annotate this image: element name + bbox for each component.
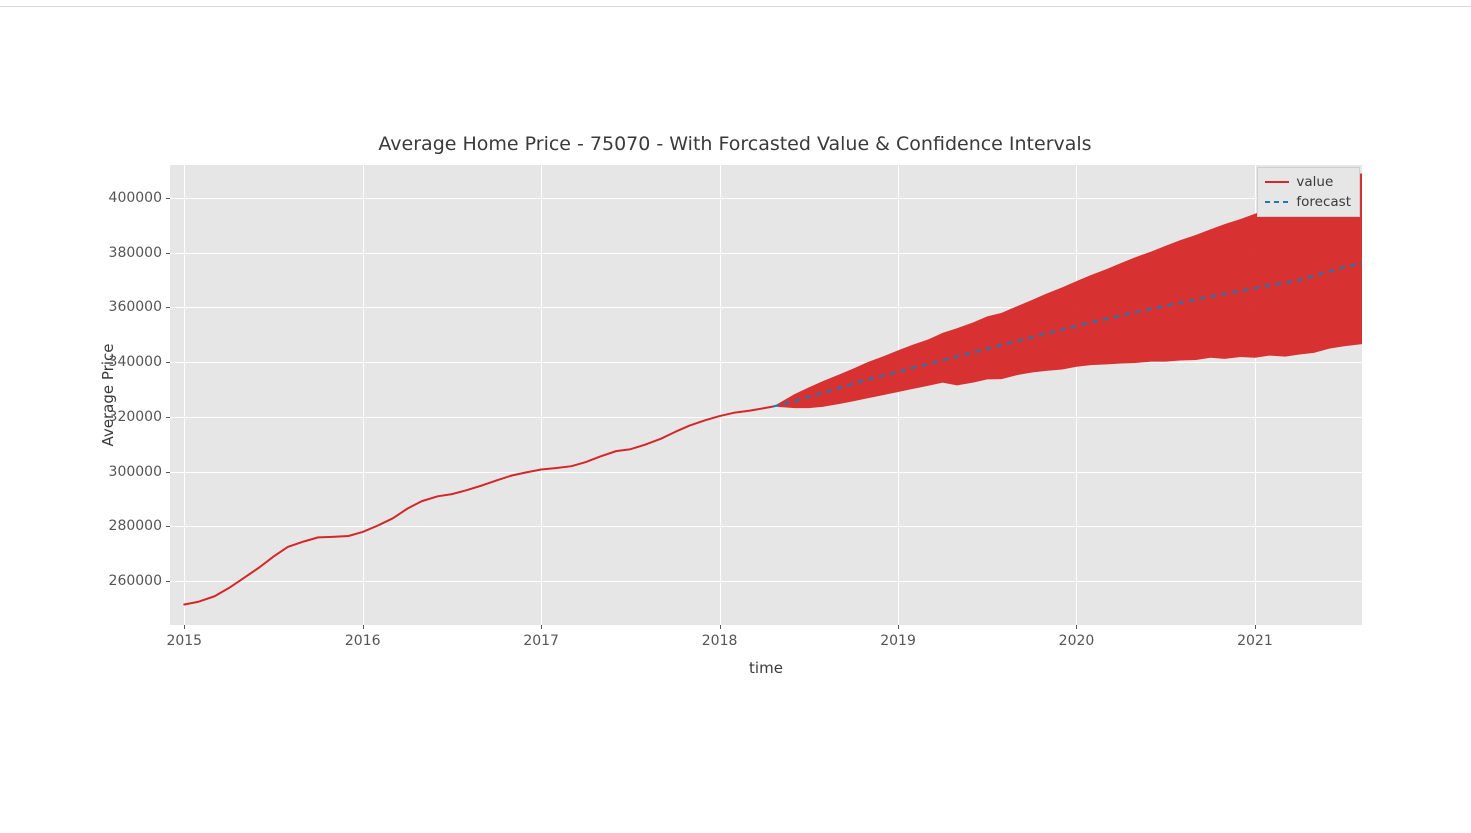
legend-label: value xyxy=(1296,174,1333,190)
x-tick-mark xyxy=(184,625,185,629)
chart-svg-layer xyxy=(170,165,1362,625)
x-tick-label: 2019 xyxy=(880,633,916,649)
x-tick-label: 2020 xyxy=(1059,633,1095,649)
legend-item-forecast: forecast xyxy=(1264,192,1351,212)
x-tick-label: 2021 xyxy=(1237,633,1273,649)
page-top-rule xyxy=(0,6,1471,7)
y-tick-label: 400000 xyxy=(109,190,162,206)
legend-label: forecast xyxy=(1296,194,1351,210)
x-tick-label: 2016 xyxy=(345,633,381,649)
y-tick-label: 260000 xyxy=(109,573,162,589)
y-tick-label: 280000 xyxy=(109,518,162,534)
x-tick-mark xyxy=(898,625,899,629)
chart-legend: value forecast xyxy=(1257,167,1360,217)
chart-container: Average Home Price - 75070 - With Forcas… xyxy=(95,135,1375,695)
y-tick-label: 380000 xyxy=(109,245,162,261)
plot-area: 2600002800003000003200003400003600003800… xyxy=(170,165,1362,625)
value-line xyxy=(184,407,773,605)
y-tick-label: 300000 xyxy=(109,464,162,480)
y-tick-label: 360000 xyxy=(109,299,162,315)
legend-swatch-value xyxy=(1264,175,1290,189)
y-axis-label: Average Price xyxy=(99,344,117,447)
x-tick-label: 2018 xyxy=(702,633,738,649)
x-tick-mark xyxy=(363,625,364,629)
x-tick-mark xyxy=(1255,625,1256,629)
page-frame: Average Home Price - 75070 - With Forcas… xyxy=(0,0,1471,833)
x-tick-mark xyxy=(720,625,721,629)
x-tick-mark xyxy=(1076,625,1077,629)
x-tick-label: 2017 xyxy=(523,633,559,649)
x-tick-label: 2015 xyxy=(166,633,202,649)
chart-title: Average Home Price - 75070 - With Forcas… xyxy=(95,133,1375,155)
x-tick-mark xyxy=(541,625,542,629)
legend-swatch-forecast xyxy=(1264,195,1290,209)
legend-item-value: value xyxy=(1264,172,1351,192)
x-axis-label: time xyxy=(749,659,783,677)
